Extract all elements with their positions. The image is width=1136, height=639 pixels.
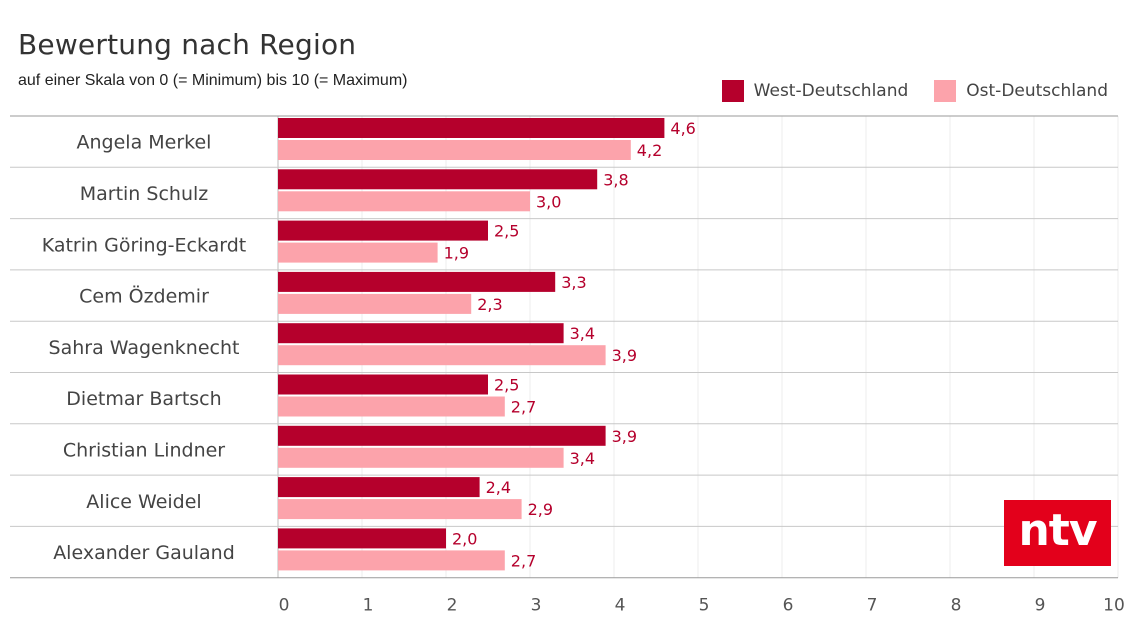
value-label-west: 3,9: [612, 427, 637, 446]
value-label-west: 2,5: [494, 222, 519, 241]
value-label-ost: 3,9: [612, 346, 637, 365]
legend-swatch-ost: [934, 80, 957, 102]
value-label-west: 4,6: [670, 119, 695, 138]
x-tick-label: 9: [1035, 596, 1046, 616]
bar-west: [278, 477, 480, 498]
value-label-ost: 2,9: [528, 500, 553, 519]
chart-subtitle: auf einer Skala von 0 (= Minimum) bis 10…: [18, 72, 408, 89]
legend-item-ost: Ost-Deutschland: [934, 80, 1108, 102]
bar-ost: [278, 345, 606, 366]
value-label-west: 2,4: [486, 478, 511, 497]
category-label: Martin Schulz: [80, 183, 209, 205]
x-tick-label: 5: [699, 596, 710, 616]
x-tick-label: 2: [447, 596, 458, 616]
value-label-ost: 4,2: [637, 141, 662, 160]
bar-west: [278, 118, 665, 138]
bar-ost: [278, 499, 522, 520]
x-tick-label: 8: [951, 596, 962, 616]
bar-west: [278, 528, 446, 549]
ntv-logo: ntv: [1004, 500, 1111, 566]
x-tick-label: 4: [615, 596, 626, 616]
value-label-ost: 3,4: [570, 449, 595, 468]
value-label-ost: 2,7: [511, 551, 536, 570]
value-label-west: 3,3: [561, 273, 586, 292]
category-label: Cem Özdemir: [79, 285, 209, 308]
bar-west: [278, 271, 556, 292]
value-label-ost: 2,3: [477, 295, 502, 314]
bar-ost: [278, 293, 472, 314]
category-label: Alice Weidel: [86, 491, 201, 513]
bar-ost: [278, 550, 505, 571]
bar-west: [278, 220, 488, 241]
ntv-logo-text: ntv: [1018, 505, 1097, 556]
bar-ost: [278, 447, 564, 468]
legend-swatch-west: [721, 80, 744, 102]
x-tick-label: 10: [1103, 596, 1125, 616]
x-tick-label: 3: [531, 596, 542, 616]
bar-west: [278, 425, 606, 446]
value-label-west: 3,8: [603, 170, 628, 189]
x-tick-label: 0: [279, 596, 290, 616]
legend-label-ost: Ost-Deutschland: [966, 81, 1108, 101]
value-label-west: 2,5: [494, 376, 519, 395]
bar-west: [278, 323, 564, 344]
category-label: Katrin Göring-Eckardt: [42, 234, 247, 256]
value-label-west: 3,4: [570, 324, 595, 343]
category-label: Christian Lindner: [63, 439, 225, 461]
category-label: Angela Merkel: [77, 132, 212, 154]
bar-ost: [278, 191, 530, 212]
category-label: Sahra Wagenknecht: [49, 337, 240, 359]
bar-west: [278, 374, 488, 395]
value-label-ost: 3,0: [536, 192, 561, 211]
legend-item-west: West-Deutschland: [721, 80, 909, 102]
x-tick-label: 6: [783, 596, 794, 616]
legend: West-Deutschland Ost-Deutschland: [696, 80, 1108, 102]
chart-title: Bewertung nach Region: [18, 28, 357, 61]
bar-west: [278, 169, 598, 190]
bar-ost: [278, 242, 438, 263]
legend-label-west: West-Deutschland: [753, 81, 909, 101]
category-label: Dietmar Bartsch: [66, 388, 221, 410]
bar-ost: [278, 140, 631, 160]
value-label-west: 2,0: [452, 529, 477, 548]
bar-ost: [278, 396, 505, 417]
category-label: Alexander Gauland: [53, 542, 235, 564]
x-tick-label: 7: [867, 596, 878, 616]
value-label-ost: 1,9: [444, 244, 469, 263]
value-label-ost: 2,7: [511, 398, 536, 417]
x-tick-label: 1: [363, 596, 374, 616]
